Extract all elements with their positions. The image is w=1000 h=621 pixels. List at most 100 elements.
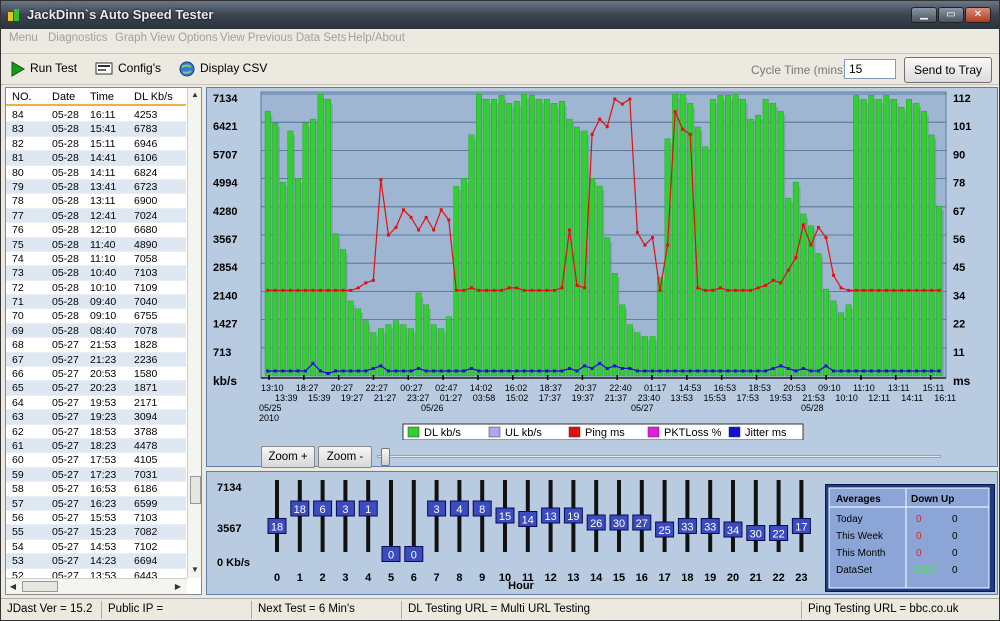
col-header-no[interactable]: NO. [12, 91, 32, 103]
ping-point [839, 286, 843, 290]
col-header-time[interactable]: Time [90, 91, 115, 103]
table-row[interactable]: 59 05-27 17:23 7031 [6, 467, 186, 483]
x-tick-top: 13:11 [888, 383, 910, 393]
table-vertical-scrollbar[interactable]: ▲ ▼ [187, 88, 201, 578]
table-row[interactable]: 71 05-28 09:40 7040 [6, 295, 186, 310]
cycle-time-input[interactable] [844, 59, 896, 79]
table-row[interactable]: 53 05-27 14:23 6694 [6, 554, 186, 569]
jitter-point [296, 369, 300, 373]
table-row[interactable]: 54 05-27 14:53 7102 [6, 540, 186, 555]
table-row[interactable]: 76 05-28 12:10 6680 [6, 223, 186, 238]
table-row[interactable]: 69 05-28 08:40 7078 [6, 323, 186, 339]
hour-bar [799, 480, 804, 552]
table-row[interactable]: 81 05-28 14:41 6106 [6, 151, 186, 166]
menu-item-graph-view-options[interactable]: Graph View Options [115, 32, 218, 44]
x-tick-bottom: 17:37 [539, 393, 562, 403]
hour-tick: 21 [750, 572, 762, 584]
table-row[interactable]: 56 05-27 15:53 7103 [6, 511, 186, 526]
table-row[interactable]: 70 05-28 09:10 6755 [6, 309, 186, 324]
col-header-date[interactable]: Date [52, 91, 76, 103]
table-row[interactable]: 64 05-27 19:53 2171 [6, 396, 186, 411]
configs-button[interactable]: Config's [95, 61, 161, 77]
table-row[interactable]: 58 05-27 16:53 6186 [6, 482, 186, 497]
zoom-in-button[interactable]: Zoom + [261, 446, 315, 468]
table-row[interactable]: 84 05-28 16:11 4253 [6, 108, 186, 123]
jitter-point [650, 369, 654, 373]
scroll-up-icon[interactable]: ▲ [191, 90, 199, 99]
table-row[interactable]: 73 05-28 10:40 7103 [6, 266, 186, 281]
table-row[interactable]: 60 05-27 17:53 4105 [6, 453, 186, 468]
ping-point [424, 215, 428, 219]
configs-label: Config's [118, 61, 161, 76]
avg-up-month: 0 [952, 548, 958, 559]
dl-bar [823, 288, 829, 377]
scroll-right-icon[interactable]: ▶ [174, 582, 182, 591]
y-left-tick: 713 [213, 347, 231, 359]
table-row[interactable]: 55 05-27 15:23 7082 [6, 525, 186, 540]
col-header-dl[interactable]: DL Kb/s [134, 91, 173, 103]
dl-bar [385, 324, 392, 377]
menu-item-diagnostics[interactable]: Diagnostics [48, 32, 108, 44]
table-row[interactable]: 75 05-28 11:40 4890 [6, 237, 186, 252]
cell-time: 08:40 [90, 324, 117, 337]
table-row[interactable]: 65 05-27 20:23 1871 [6, 381, 186, 396]
ping-point [922, 288, 926, 292]
scroll-left-icon[interactable]: ◀ [9, 582, 17, 591]
cell-date: 05-27 [52, 497, 79, 510]
hour-value-box [541, 507, 561, 524]
table-row[interactable]: 78 05-28 13:11 6900 [6, 194, 186, 209]
title-bar[interactable]: JackDinn`s Auto Speed Tester ▁ ▭ ✕ [1, 1, 999, 29]
dl-bar [611, 273, 618, 377]
zoom-slider-handle[interactable] [381, 448, 390, 466]
cell-dl: 7103 [134, 511, 158, 524]
hour-value-box [563, 507, 583, 524]
cell-date: 05-27 [52, 382, 79, 395]
dl-bar [747, 118, 754, 377]
speed-history-chart: 713464215707499442803567285421401427713 … [213, 91, 971, 440]
table-row[interactable]: 63 05-27 19:23 3094 [6, 410, 186, 425]
avg-down-today: 0 [916, 514, 922, 525]
menu-item-help-about[interactable]: Help/About [348, 32, 405, 44]
menu-item-menu[interactable]: Menu [9, 32, 38, 44]
display-csv-button[interactable]: Display CSV [179, 61, 267, 77]
ping-point [824, 236, 828, 240]
table-row[interactable]: 62 05-27 18:53 3788 [6, 425, 186, 439]
table-row[interactable]: 74 05-28 11:10 7058 [6, 252, 186, 267]
table-row[interactable]: 68 05-27 21:53 1828 [6, 338, 186, 353]
zoom-out-button[interactable]: Zoom - [318, 446, 372, 468]
hour-tick: 14 [590, 572, 603, 584]
send-to-tray-button[interactable]: Send to Tray [904, 57, 992, 83]
hscroll-thumb[interactable] [22, 581, 58, 592]
zoom-slider-track[interactable] [377, 455, 941, 458]
minimize-button[interactable]: ▁ [911, 7, 937, 23]
scroll-down-icon[interactable]: ▼ [191, 565, 199, 574]
close-button[interactable]: ✕ [965, 7, 991, 23]
scroll-thumb[interactable] [190, 476, 201, 504]
table-row[interactable]: 57 05-27 16:23 6599 [6, 496, 186, 511]
run-test-button[interactable]: Run Test [11, 61, 77, 77]
hour-value: 22 [772, 529, 784, 541]
hour-value: 27 [636, 518, 648, 530]
x-date-label: 05/25 [259, 403, 282, 413]
hour-value: 14 [522, 515, 534, 527]
table-row[interactable]: 61 05-27 18:23 4478 [6, 438, 186, 454]
hour-tick: 17 [658, 572, 670, 584]
table-row[interactable]: 67 05-27 21:23 2236 [6, 352, 186, 368]
jitter-point [281, 369, 285, 373]
jitter-point [764, 369, 768, 373]
cell-dl: 6900 [134, 195, 158, 208]
table-row[interactable]: 80 05-28 14:11 6824 [6, 166, 186, 180]
cell-no: 80 [12, 166, 24, 179]
table-row[interactable]: 79 05-28 13:41 6723 [6, 179, 186, 195]
table-row[interactable]: 83 05-28 15:41 6783 [6, 122, 186, 137]
table-row[interactable]: 66 05-27 20:53 1580 [6, 367, 186, 382]
table-row[interactable]: 82 05-28 15:11 6946 [6, 137, 186, 152]
maximize-button[interactable]: ▭ [938, 7, 964, 23]
table-row[interactable]: 77 05-28 12:41 7024 [6, 208, 186, 224]
menu-item-view-previous-data-sets[interactable]: View Previous Data Sets [220, 32, 347, 44]
jitter-point [877, 369, 881, 373]
table-row[interactable]: 72 05-28 10:10 7109 [6, 281, 186, 296]
jitter-point [613, 364, 617, 368]
table-horizontal-scrollbar[interactable]: ◀ ▶ [6, 578, 187, 594]
ping-point [281, 288, 285, 292]
